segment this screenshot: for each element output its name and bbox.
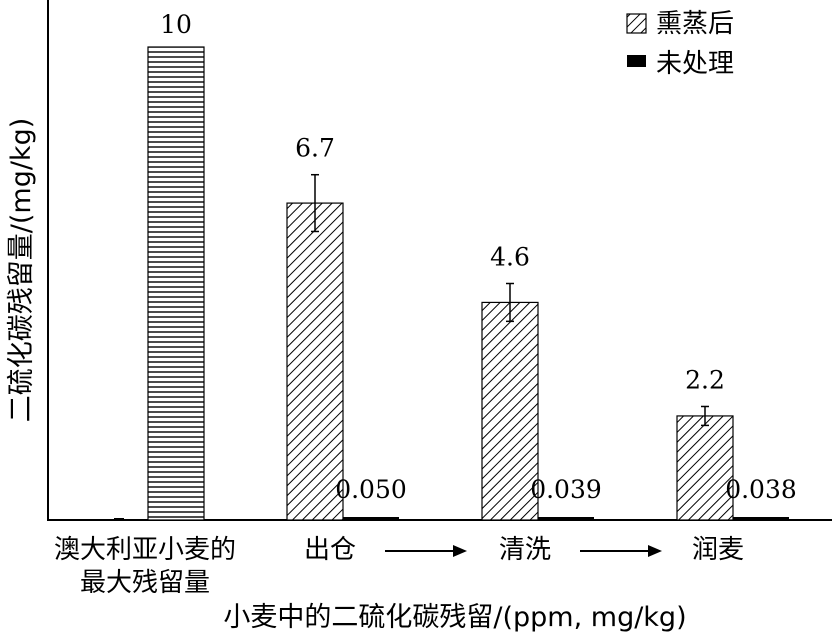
category-label-line2: 最大残留量: [80, 568, 210, 598]
bars: [114, 46, 789, 521]
legend-swatch-fumigated: [626, 13, 647, 34]
value-label-untreated: 0.039: [530, 475, 602, 504]
bar-untreated: [538, 517, 594, 520]
category-label: 澳大利亚小麦的: [54, 535, 236, 565]
category-label: 清洗: [499, 535, 551, 565]
legend: 熏蒸后 未处理: [626, 9, 734, 79]
value-label-untreated: 0.038: [725, 475, 797, 504]
legend-label-fumigated: 熏蒸后: [656, 9, 734, 39]
bar-untreated: [733, 517, 789, 520]
category-label: 出仓: [304, 535, 356, 565]
legend-swatch-untreated: [627, 55, 646, 67]
value-label-fumigated: 4.6: [490, 243, 530, 272]
bar-reference: [147, 46, 205, 521]
x-axis-title: 小麦中的二硫化碳残留/(ppm, mg/kg): [223, 602, 686, 633]
value-label-untreated: 0.050: [335, 475, 407, 504]
value-label-reference: 10: [160, 10, 192, 39]
process-arrow-head: [648, 545, 662, 557]
bar-fumigated: [481, 301, 539, 521]
bar-untreated: [114, 518, 124, 520]
value-label-fumigated: 2.2: [685, 365, 725, 394]
bar-untreated: [343, 517, 399, 520]
process-arrow-head: [453, 545, 467, 557]
bar-fumigated: [286, 202, 344, 521]
value-label-fumigated: 6.7: [295, 134, 335, 163]
y-axis-title: 二硫化碳残留量/(mg/kg): [6, 118, 37, 422]
legend-label-untreated: 未处理: [656, 49, 734, 79]
category-label: 润麦: [692, 535, 744, 565]
bar-fumigated: [676, 415, 734, 521]
value-labels: 10 6.7 4.6 2.2 0.050 0.039 0.038: [160, 10, 797, 504]
